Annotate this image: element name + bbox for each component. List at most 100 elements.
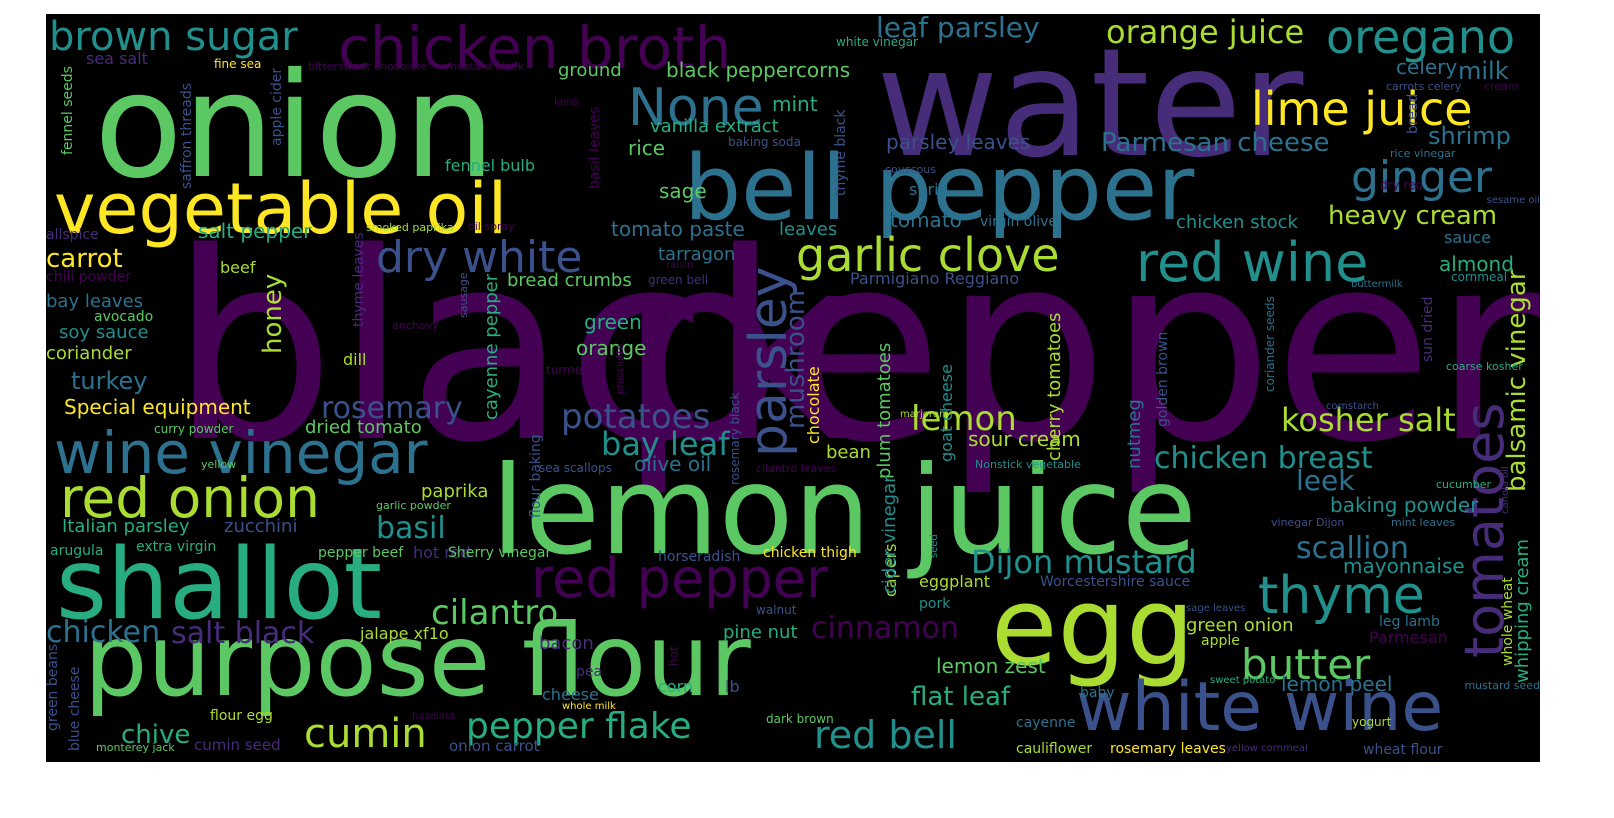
cloud-word-basil: basil [376,511,446,546]
cloud-word-bread: bread [1405,93,1421,134]
cloud-word-extra-virgin: extra virgin [136,539,217,555]
cloud-word-olive-oil: olive oil [634,452,712,476]
cloud-word-arugula: arugula [50,543,104,559]
cloud-word-thyme: thyme [1258,566,1425,626]
cloud-word-chive: chive [121,720,191,750]
cloud-word-sea-scallops: sea scallops [539,461,612,475]
cloud-word-carrot: carrot [46,244,123,274]
cloud-word-salt-pepper: salt pepper [198,219,312,243]
cloud-word-bread-crumbs: bread crumbs [507,270,632,291]
cloud-word-orange-juice: orange juice [1106,14,1305,51]
cloud-word-dark-brown: dark brown [766,712,834,726]
cloud-word-basil-leaves: basil leaves [587,106,603,189]
cloud-word-oregano: oregano [1326,14,1516,64]
cloud-word-green: green [584,310,642,334]
cloud-word-baking-soda: baking soda [728,135,801,149]
cloud-word-tarragon: tarragon [658,244,736,265]
cloud-word-plum-tomatoes: plum tomatoes [874,343,895,480]
cloud-word-jalape-xf1o: jalape xf1o [360,624,449,643]
cloud-word-paprika: paprika [421,481,489,502]
cloud-word-red-bell: red bell [814,713,957,757]
cloud-word-parmigiano-reggiano: Parmigiano Reggiano [850,269,1020,288]
cloud-word-saffron-threads: saffron threads [179,82,195,189]
cloud-word-cilantro: cilantro [431,593,559,633]
cloud-word-chocolate: chocolate [804,366,823,445]
cloud-word-hot-red: hot red [413,543,471,562]
cloud-word-lime-juice: lime juice [1251,82,1473,136]
cloud-word-italian-parsley: Italian parsley [62,516,190,537]
cloud-word-rosemary: rosemary [321,391,463,426]
cloud-word-sherry-vinegar: Sherry vinegar [448,545,552,561]
cloud-word-pea: pea [576,664,603,680]
cloud-word-potatoes: potatoes [561,397,711,437]
cloud-word-yogurt: yogurt [1352,715,1392,729]
cloud-word-canola-oil: canola oil [1500,466,1511,514]
cloud-word-onion-carrot: onion carrot [449,737,540,755]
cloud-word-carrots-celery: carrots celery [1386,80,1462,93]
cloud-word-pork: pork [919,596,951,612]
cloud-word-honey: honey [258,273,288,354]
cloud-word-lamb: lamb [554,97,579,108]
cloud-word-beef: beef [220,258,256,277]
cloud-word-sage-leaves: sage leaves [1186,603,1246,614]
cloud-word-lemon-zest: lemon zest [936,654,1046,678]
cloud-word-apple-cider: apple cider [269,68,285,147]
cloud-word-leek: leek [1296,464,1355,497]
cloud-word-cornstarch: cornstarch [1326,401,1379,412]
cloud-word-tomato: tomato [890,208,962,232]
cloud-word-garlic-powder: garlic powder [376,499,451,512]
cloud-word-tomato-paste: tomato paste [611,217,745,241]
cloud-word-garlic-clove: garlic clove [796,228,1060,282]
cloud-word-bean: bean [826,442,871,463]
cloud-word-mint-leaves: mint leaves [1391,516,1456,529]
cloud-word-hot: hot [667,645,681,666]
cloud-word-raisin: raisin [666,260,694,271]
cloud-word-salt-black: salt black [171,616,315,651]
cloud-word-sauce: sauce [1444,228,1491,247]
cloud-word-dijon-mustard: Dijon mustard [971,543,1197,581]
cloud-word-zucchini: zucchini [224,516,298,537]
cloud-word-yellow-cornmeal: yellow cornmeal [1226,743,1308,754]
cloud-word-whipping-cream: whipping cream [1512,539,1533,684]
cloud-word-cumin-seed: cumin seed [194,736,281,754]
cloud-word-special-equipment: Special equipment [64,395,251,419]
cloud-word-orange: orange [576,336,647,360]
cloud-word-sun-dried: sun dried [1420,296,1436,362]
cloud-word-white-vinegar: white vinegar [836,35,918,49]
cloud-word-sprig: sprig [909,180,949,199]
cloud-word-nutmeg: nutmeg [1124,398,1145,469]
cloud-word-cumin: cumin [304,711,427,757]
cloud-word-dry-white: dry white [376,232,583,283]
cloud-word-coriander: coriander [46,343,132,364]
cloud-word-hazelnut: hazelnut [412,711,456,722]
cloud-word-pine-nut: pine nut [723,622,798,643]
cloud-word-green-onion: green onion [1186,615,1294,636]
cloud-word-cayenne: cayenne [1016,715,1076,731]
cloud-word-sour-cream: sour cream [968,427,1081,451]
cloud-word-virgin-olive: virgin olive [980,214,1058,230]
cloud-word-water: water [876,17,1304,191]
cloud-word-anchovy: anchovy [392,319,439,332]
cloud-word-cheese: cheese [542,685,599,704]
cloud-word-cider-vinegar: cider vinegar [879,475,900,595]
cloud-word-sage: sage [659,179,707,203]
cloud-word-monterey-jack: monterey jack [96,741,175,754]
cloud-word-bittersweet-chocolate: bittersweet chocolate [308,60,428,73]
cloud-word-coriander-seeds: coriander seeds [1263,296,1277,392]
cloud-word-cinnamon: cinnamon [811,611,959,646]
cloud-word-chicken: chicken [46,615,161,650]
cloud-word-chicken-stock: chicken stock [1176,212,1298,233]
cloud-word-onion: onion [94,42,496,211]
cloud-word-cilantro-leaves: cilantro leaves [756,462,837,475]
cloud-word-apple: apple [1201,633,1240,649]
cloud-word-baby: baby [1080,685,1115,701]
cloud-word-prosciutto: prosciutto [615,343,626,394]
cloud-word-vinegar-dijon: vinegar Dijon [1271,516,1345,529]
cloud-word-couscous: couscous [885,163,936,176]
cloud-word-bay-leaf: bay leaf [601,425,730,463]
cloud-word-thyme-black: thyme black [833,109,849,197]
cloud-word-turmeric: turmeric [546,363,597,377]
cloud-word-rosemary-black: rosemary black [728,392,742,485]
cloud-word-milk: milk [1458,57,1509,85]
cloud-word-corn: corn [658,677,694,696]
